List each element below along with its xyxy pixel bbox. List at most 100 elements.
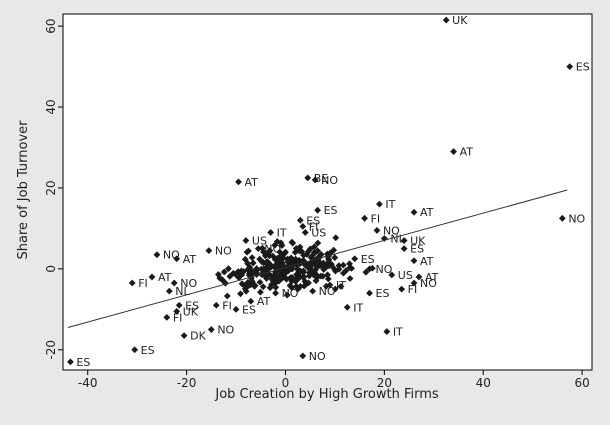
point-label: NO bbox=[383, 224, 400, 237]
point-label: AT bbox=[425, 271, 439, 284]
scatter-point bbox=[271, 279, 279, 287]
point-label: BE bbox=[314, 172, 329, 185]
scatter-point-labeled bbox=[361, 214, 368, 222]
point-label: NO bbox=[319, 285, 336, 298]
scatter-point bbox=[286, 256, 293, 264]
point-label: AT bbox=[158, 271, 172, 284]
scatter-point-labeled bbox=[343, 303, 351, 311]
scatter-point-labeled bbox=[232, 305, 240, 313]
scatter-point bbox=[293, 282, 300, 290]
point-label: NO bbox=[309, 350, 326, 363]
scatter-point bbox=[264, 258, 272, 266]
scatter-point bbox=[266, 284, 274, 292]
scatter-point-labeled bbox=[383, 328, 391, 335]
scatter-point-labeled bbox=[366, 265, 373, 273]
scatter-point bbox=[312, 277, 320, 285]
scatter-point-labeled bbox=[247, 297, 255, 305]
scatter-point bbox=[248, 254, 256, 262]
scatter-point bbox=[314, 239, 322, 247]
point-label: NO bbox=[282, 287, 299, 300]
scatter-point bbox=[278, 242, 286, 249]
scatter-point-labeled bbox=[351, 255, 359, 263]
scatter-point bbox=[252, 269, 259, 277]
scatter-point bbox=[300, 274, 307, 281]
scatter-point bbox=[244, 260, 252, 267]
scatter-point bbox=[303, 250, 311, 258]
point-label: FI bbox=[309, 220, 319, 233]
point-label: NO bbox=[217, 324, 234, 337]
scatter-point bbox=[243, 282, 250, 290]
scatter-point bbox=[324, 275, 332, 283]
scatter-point bbox=[272, 284, 280, 291]
scatter-point-labeled bbox=[314, 206, 322, 214]
point-label: NO bbox=[376, 263, 393, 276]
point-label: US bbox=[252, 235, 267, 248]
scatter-point-labeled bbox=[373, 227, 381, 234]
scatter-point bbox=[292, 244, 300, 252]
x-tick-label: -20 bbox=[177, 376, 197, 390]
point-label: US bbox=[311, 226, 326, 239]
point-label: IT bbox=[336, 279, 346, 292]
scatter-point-labeled bbox=[272, 289, 279, 297]
scatter-point-labeled bbox=[170, 279, 178, 287]
scatter-point-labeled bbox=[388, 271, 396, 279]
scatter-point bbox=[325, 262, 333, 270]
point-label: US bbox=[398, 269, 413, 282]
y-axis: -20 0 20 40 60 bbox=[44, 18, 63, 360]
scatter-point-labeled bbox=[296, 216, 304, 224]
scatter-point bbox=[348, 264, 355, 272]
scatter-point bbox=[305, 279, 312, 287]
scatter-point bbox=[223, 292, 231, 300]
point-label: ES bbox=[410, 243, 424, 256]
scatter-point bbox=[263, 250, 271, 258]
scatter-point-labeled bbox=[366, 289, 373, 297]
scatter-point bbox=[216, 274, 224, 282]
scatter-point bbox=[269, 252, 277, 260]
scatter-point-labeled bbox=[376, 200, 383, 208]
scatter-point-labeled bbox=[207, 326, 215, 333]
scatter-point bbox=[274, 262, 282, 270]
scatter-point bbox=[297, 283, 304, 290]
point-label: ES bbox=[576, 61, 590, 74]
scatter-point bbox=[317, 250, 325, 258]
scatter-point-labeled bbox=[442, 16, 450, 24]
scatter-point bbox=[310, 268, 318, 276]
scatter-point-labeled bbox=[450, 148, 457, 155]
point-label: NO bbox=[321, 174, 338, 187]
y-tick-label: 40 bbox=[44, 99, 58, 114]
scatter-point bbox=[238, 280, 246, 288]
scatter-point bbox=[265, 249, 273, 256]
scatter-point-labeled bbox=[304, 174, 312, 182]
x-tick-label: 20 bbox=[377, 376, 392, 390]
scatter-point-labeled bbox=[400, 237, 408, 244]
y-tick-label: 60 bbox=[44, 18, 58, 33]
scatter-point bbox=[257, 265, 265, 273]
y-axis-label: Share of Job Turnover bbox=[16, 120, 31, 260]
point-label: UK bbox=[452, 14, 468, 27]
point-label: AT bbox=[257, 295, 271, 308]
scatter-point-labeled bbox=[163, 314, 171, 321]
scatter-point bbox=[220, 268, 228, 276]
scatter-point bbox=[283, 291, 291, 299]
scatter-point bbox=[340, 269, 347, 277]
point-label: NO bbox=[568, 212, 585, 225]
point-label: ES bbox=[76, 356, 90, 369]
scatter-point-labeled bbox=[309, 287, 317, 295]
scatter-point bbox=[305, 263, 313, 270]
scatter-point bbox=[289, 239, 297, 247]
scatter-point bbox=[263, 275, 270, 282]
scatter-point bbox=[332, 234, 340, 242]
scatter-point bbox=[307, 253, 315, 261]
scatter-point-labeled bbox=[398, 285, 406, 293]
scatter-point bbox=[330, 246, 338, 254]
scatter-point bbox=[298, 248, 306, 255]
scatter-point bbox=[331, 254, 339, 261]
scatter-point bbox=[306, 269, 314, 276]
scatter-point-labeled bbox=[415, 273, 423, 281]
scatter-point bbox=[250, 280, 258, 288]
scatter-point bbox=[248, 267, 256, 275]
scatter-point bbox=[292, 255, 300, 263]
scatter-point bbox=[317, 260, 325, 268]
scatter-point bbox=[243, 248, 251, 256]
